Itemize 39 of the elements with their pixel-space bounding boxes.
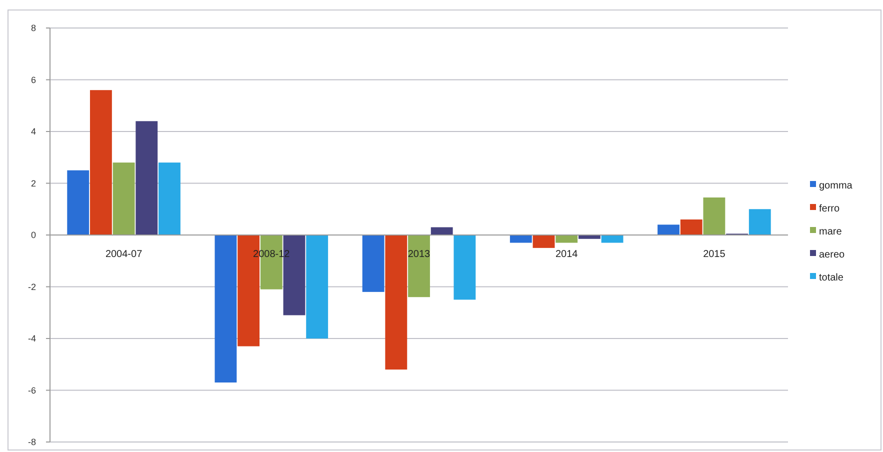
bar <box>556 235 578 243</box>
bar <box>306 235 328 338</box>
bar <box>578 235 600 239</box>
y-tick-label: 0 <box>30 230 36 240</box>
bar <box>90 90 112 235</box>
x-tick-label: 2013 <box>408 249 431 260</box>
bar <box>136 121 158 235</box>
bar <box>680 219 702 235</box>
bar <box>430 227 453 235</box>
legend-label: mare <box>819 226 842 238</box>
y-tick-label: 4 <box>30 126 36 137</box>
bar <box>158 162 180 235</box>
bar <box>601 235 624 243</box>
legend-label: totale <box>819 272 844 284</box>
bar <box>510 235 532 243</box>
legend-label: ferro <box>819 204 840 214</box>
bar <box>748 209 771 235</box>
bar <box>112 162 135 235</box>
y-tick-label: -8 <box>28 437 36 448</box>
y-tick-label: 8 <box>30 23 36 34</box>
y-tick-label: -4 <box>28 334 36 344</box>
bar <box>454 235 476 300</box>
y-tick-label: 2 <box>30 178 36 188</box>
bar <box>214 235 237 382</box>
bar <box>362 235 384 292</box>
bar <box>385 235 408 370</box>
bar <box>703 197 726 235</box>
bar <box>408 235 430 298</box>
y-tick-label: -6 <box>28 385 36 396</box>
x-tick-label: 2015 <box>703 249 726 260</box>
y-tick-label: -2 <box>28 282 36 292</box>
x-tick-label: 2004-07 <box>105 249 143 260</box>
y-tick-label: 6 <box>30 74 36 85</box>
legend-label: aereo <box>819 250 846 260</box>
bar <box>67 170 90 235</box>
legend-label: gomma <box>819 180 853 192</box>
bar <box>532 235 555 248</box>
bar <box>658 224 680 235</box>
x-tick-label: 2014 <box>555 249 578 260</box>
